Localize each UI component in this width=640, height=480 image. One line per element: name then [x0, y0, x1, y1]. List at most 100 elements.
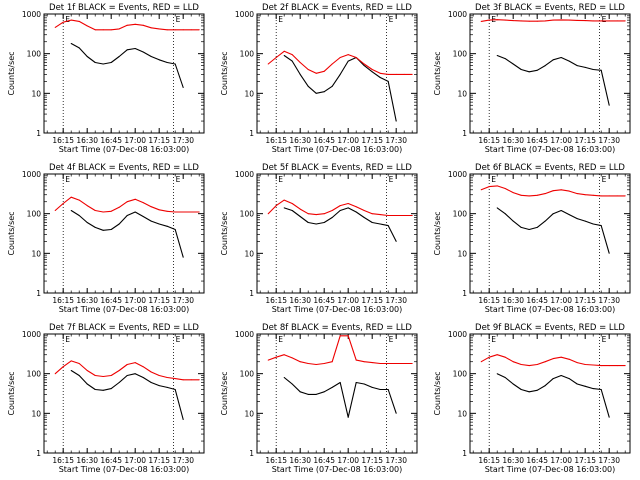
data-point-lld: [150, 206, 152, 208]
data-point-events: [363, 383, 365, 385]
data-point-lld: [544, 20, 546, 22]
data-point-lld: [267, 359, 269, 361]
x-tick-label: 16:30: [502, 136, 524, 145]
x-tick-label: 17:00: [337, 296, 359, 305]
data-point-lld: [496, 354, 498, 356]
data-point-events: [339, 73, 341, 75]
data-point-lld: [198, 29, 200, 31]
x-tick-label: 16:45: [526, 136, 548, 145]
data-point-lld: [102, 29, 104, 31]
data-point-lld: [552, 190, 554, 192]
data-point-lld: [62, 203, 64, 204]
marker-end-label: E: [389, 175, 394, 184]
data-point-events: [150, 56, 152, 57]
y-tick-label: 10: [457, 249, 467, 258]
data-point-events: [126, 49, 128, 51]
data-point-events: [568, 60, 570, 62]
data-point-events: [323, 222, 325, 223]
x-tick-label: 17:00: [550, 456, 572, 465]
data-point-lld: [371, 69, 373, 70]
y-tick-label: 1000: [22, 330, 41, 339]
plot-frame: [43, 13, 205, 134]
y-tick-label: 100: [240, 370, 255, 379]
data-point-lld: [512, 192, 514, 194]
data-point-lld: [528, 365, 530, 367]
data-point-lld: [536, 364, 538, 365]
series-line-lld: [54, 196, 200, 213]
data-point-lld: [182, 29, 184, 31]
data-point-lld: [190, 211, 192, 213]
data-point-lld: [584, 364, 586, 365]
marker-start-label: E: [278, 335, 283, 344]
data-point-lld: [198, 211, 200, 213]
y-tick-label: 10: [244, 89, 254, 98]
data-point-lld: [299, 361, 301, 363]
data-point-lld: [520, 20, 522, 22]
y-tick-label: 100: [27, 370, 42, 379]
chart-det-4f: Det 4f BLACK = Events, RED = LLD 1 10 100 10…: [7, 163, 205, 314]
data-point-lld: [395, 73, 397, 75]
data-point-lld: [110, 210, 112, 212]
chart-det-5f: Det 5f BLACK = Events, RED = LLD 1 10 100 10…: [220, 163, 418, 314]
data-point-events: [379, 77, 381, 78]
data-point-lld: [624, 20, 626, 22]
series-line-lld: [54, 360, 200, 381]
panel-det-5f: Det 5f BLACK = Events, RED = LLD 1 10 100 10…: [213, 160, 426, 320]
data-point-events: [528, 71, 530, 73]
data-point-events: [142, 377, 144, 378]
series-line-events: [283, 55, 397, 122]
data-point-lld: [126, 364, 128, 365]
x-tick-label: 17:15: [148, 456, 170, 465]
data-point-lld: [323, 213, 325, 215]
data-point-events: [600, 69, 602, 71]
data-point-events: [110, 62, 112, 63]
data-point-lld: [592, 194, 594, 196]
panel-det-4f: Det 4f BLACK = Events, RED = LLD 1 10 100 10…: [0, 160, 213, 320]
data-point-lld: [496, 185, 498, 187]
data-point-lld: [331, 63, 333, 65]
data-point-lld: [347, 203, 349, 204]
data-point-events: [608, 104, 610, 106]
data-point-lld: [552, 358, 554, 360]
marker-end-label: E: [176, 15, 181, 24]
data-point-events: [592, 69, 594, 70]
data-point-lld: [54, 26, 56, 28]
x-tick-label: 17:15: [361, 296, 383, 305]
marker-start-label: E: [65, 335, 70, 344]
data-point-events: [355, 211, 357, 213]
data-point-lld: [190, 29, 192, 31]
data-point-events: [504, 58, 506, 60]
data-point-lld: [315, 214, 317, 216]
y-tick-label: 1000: [22, 10, 41, 19]
data-point-lld: [371, 362, 373, 364]
data-point-events: [323, 391, 325, 393]
data-point-lld: [174, 29, 176, 31]
panel-title: Det 7f BLACK = Events, RED = LLD: [49, 323, 199, 333]
y-axis-label: Counts/sec: [7, 51, 16, 95]
data-point-events: [150, 220, 152, 222]
y-tick-label: 1000: [22, 170, 41, 179]
x-tick-label: 16:30: [289, 296, 311, 305]
data-point-lld: [480, 20, 482, 22]
data-point-lld: [198, 379, 200, 381]
data-point-events: [395, 120, 397, 122]
data-point-events: [387, 225, 389, 227]
data-point-events: [158, 59, 160, 61]
x-tick-label: 16:30: [502, 296, 524, 305]
data-point-events: [118, 382, 120, 383]
data-point-events: [331, 386, 333, 388]
data-point-events: [395, 412, 397, 414]
x-axis-label: Start Time (07-Dec-08 16:03:00): [485, 465, 616, 474]
y-tick-label: 1: [462, 129, 467, 138]
data-point-lld: [110, 375, 112, 376]
data-point-lld: [411, 215, 413, 216]
y-tick-label: 1000: [448, 330, 467, 339]
data-point-lld: [512, 361, 514, 363]
data-point-lld: [323, 363, 325, 364]
data-point-events: [496, 207, 498, 209]
x-tick-label: 17:15: [574, 296, 596, 305]
data-point-events: [576, 65, 578, 67]
marker-start-label: E: [278, 15, 283, 24]
panel-det-9f: Det 9f BLACK = Events, RED = LLD 1 10 100 10…: [426, 320, 639, 480]
data-point-lld: [379, 363, 381, 364]
